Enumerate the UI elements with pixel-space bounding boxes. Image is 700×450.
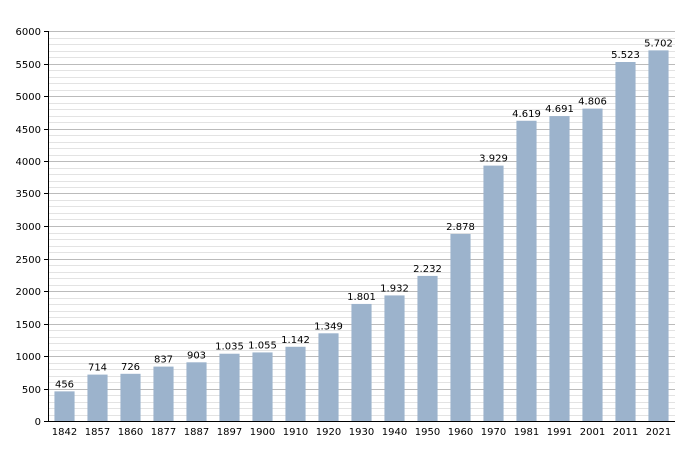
axes [44,31,675,422]
x-tick-label-1970: 1970 [481,427,506,438]
bar-1897 [219,353,240,421]
data-label-1920: 1.349 [314,321,343,332]
x-tick-label-1860: 1860 [118,427,143,438]
y-tick-label: 1000 [16,352,41,363]
data-label-1930: 1.801 [347,292,376,303]
data-label-1970: 3.929 [479,154,508,165]
x-tick-label-1842: 1842 [52,427,77,438]
data-label-1910: 1.142 [281,335,310,346]
bar-2001 [582,108,603,422]
y-tick-label: 5500 [16,60,41,71]
bar-1970 [483,165,504,421]
x-tick-label-1910: 1910 [283,427,308,438]
y-tick-label: 1500 [16,320,41,331]
y-tick-label: 3500 [16,189,41,200]
x-tick-label-1897: 1897 [217,427,242,438]
x-tick-label-1920: 1920 [316,427,341,438]
y-tick-label: 4000 [16,157,41,168]
data-label-1960: 2.878 [446,222,475,233]
x-tick-label-1900: 1900 [250,427,275,438]
x-tick-label-1887: 1887 [184,427,209,438]
y-tick-label: 2000 [16,287,41,298]
y-tick-label: 2500 [16,255,41,266]
bar-1981 [516,120,537,421]
x-tick-label-1877: 1877 [151,427,176,438]
data-label-1940: 1.932 [380,283,409,294]
labels: 0 500 1000 1500 2000 2500 3000 3500 4000 4500 5000… [16,27,673,438]
y-tick-label: 6000 [16,27,41,38]
bar-1860 [120,373,141,421]
bar-2011 [615,62,636,421]
x-tick-label-1950: 1950 [415,427,440,438]
data-label-2001: 4.806 [578,97,607,108]
bar-1877 [153,366,174,421]
data-label-1887: 903 [187,350,206,361]
x-tick-label-2001: 2001 [580,427,605,438]
bar-1842 [54,391,75,421]
x-tick-label-1991: 1991 [547,427,572,438]
x-tick-label-2021: 2021 [646,427,671,438]
bar-1940 [384,295,405,421]
data-label-1991: 4.691 [545,104,574,115]
data-label-1950: 2.232 [413,264,442,275]
data-label-1900: 1.055 [248,340,277,351]
data-label-1877: 837 [154,355,173,366]
x-tick-label-1930: 1930 [349,427,374,438]
x-tick-label-1960: 1960 [448,427,473,438]
data-label-2021: 5.702 [644,38,673,49]
data-label-2011: 5.523 [611,50,640,61]
data-label-1860: 726 [121,362,140,373]
data-label-1842: 456 [55,379,74,390]
bar-1900 [252,352,273,421]
data-label-1981: 4.619 [512,109,541,120]
x-tick-label-1857: 1857 [85,427,110,438]
bar-1950 [417,275,438,421]
data-label-1857: 714 [88,363,107,374]
bar-1910 [285,346,306,421]
bar-1991 [549,116,570,421]
y-tick-label: 3000 [16,222,41,233]
bar-2021 [648,50,669,422]
x-tick-label-1981: 1981 [514,427,539,438]
y-tick-label: 4500 [16,125,41,136]
y-tick-label: 0 [35,417,41,428]
x-tick-label-2011: 2011 [613,427,638,438]
bar-1887 [186,362,207,421]
bar-1920 [318,333,339,421]
bar-1960 [450,233,471,421]
y-tick-label: 500 [22,385,41,396]
bar-1930 [351,303,372,421]
data-label-1897: 1.035 [215,342,244,353]
bar-1857 [87,374,108,421]
bars [54,50,669,422]
x-tick-label-1940: 1940 [382,427,407,438]
y-tick-label: 5000 [16,92,41,103]
